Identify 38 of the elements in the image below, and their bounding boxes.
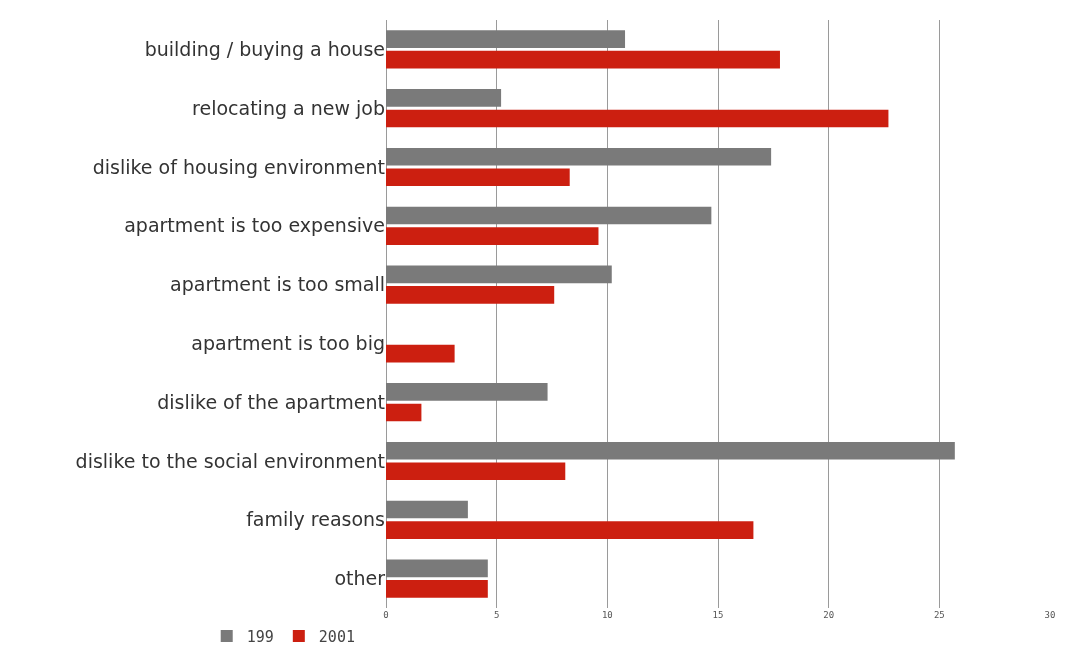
y-tick-label: relocating a new job: [192, 96, 385, 119]
y-tick-label: dislike of the apartment: [157, 390, 385, 413]
bar: [386, 441, 955, 460]
y-tick-label: apartment is too big: [191, 332, 385, 355]
bar: [386, 50, 780, 69]
bar: [386, 30, 626, 48]
bar: [386, 265, 612, 284]
bar: [386, 403, 422, 422]
x-tick-label: 5: [493, 610, 500, 620]
y-tick-label: dislike to the social environment: [75, 449, 385, 472]
x-tick-label: 20: [823, 610, 835, 620]
bar: [386, 521, 754, 539]
y-tick-label: apartment is too small: [170, 273, 385, 296]
x-tick-label: 30: [1044, 610, 1056, 620]
legend-label: 2001: [318, 627, 355, 646]
bar: [386, 147, 772, 166]
bar: [386, 559, 488, 578]
x-tick-label: 25: [933, 610, 945, 620]
bar: [386, 344, 455, 363]
bar: [386, 227, 599, 245]
bar: [386, 206, 712, 225]
bar: [386, 500, 468, 519]
bar: [386, 580, 488, 598]
x-tick-label: 15: [712, 610, 724, 620]
bar: [386, 383, 548, 401]
bar: [386, 109, 889, 128]
bar: [386, 286, 555, 304]
x-tick-label: 0: [383, 610, 389, 620]
y-tick-label: other: [334, 567, 386, 590]
bar: [386, 462, 566, 481]
y-tick-label: apartment is too expensive: [124, 214, 385, 237]
y-tick-label: dislike of housing environment: [92, 155, 385, 178]
bar: [386, 168, 570, 187]
legend-label: 199: [246, 627, 274, 646]
x-tick-label: 10: [601, 610, 613, 620]
y-tick-label: family reasons: [246, 508, 385, 531]
y-tick-label: building / buying a house: [144, 38, 385, 61]
bar: [386, 89, 502, 107]
